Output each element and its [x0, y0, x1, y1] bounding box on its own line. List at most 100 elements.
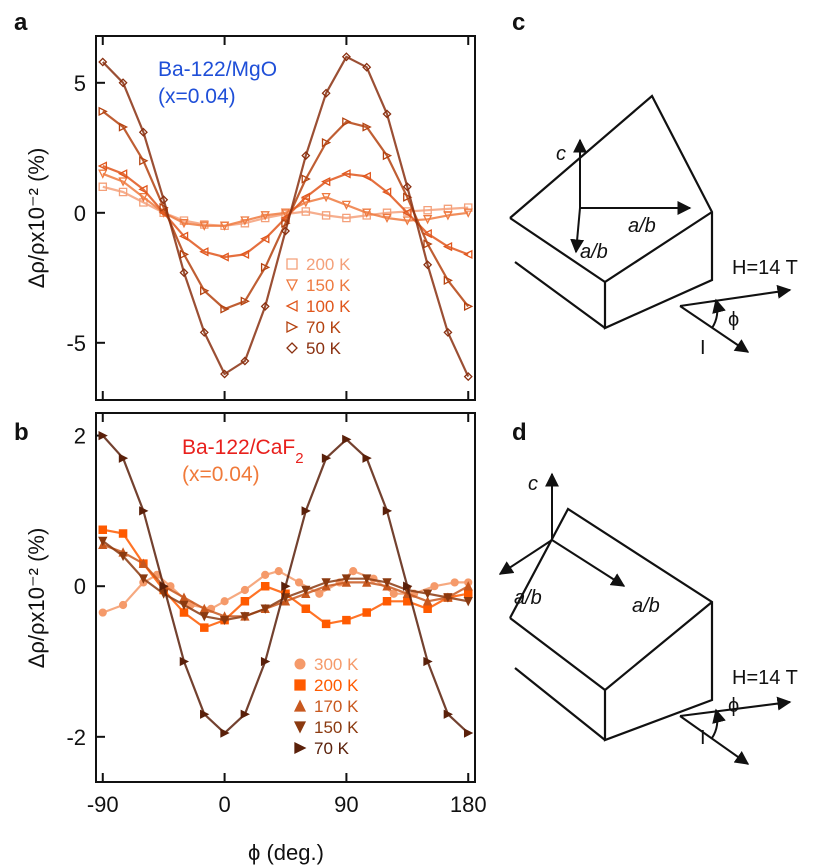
data-point [118, 529, 128, 538]
data-point [98, 525, 108, 534]
legend-marker [285, 279, 299, 292]
data-point [98, 106, 108, 117]
data-point [118, 600, 128, 610]
data-point [443, 211, 453, 221]
series-line [102, 110, 470, 311]
legend-label: 300 K [314, 655, 359, 674]
legend-marker [286, 258, 298, 270]
legend-label: 150 K [306, 276, 351, 295]
data-point [179, 608, 189, 617]
data-point [260, 604, 270, 614]
data-point [118, 78, 128, 88]
legend-label: 70 K [314, 739, 350, 758]
data-point [118, 177, 128, 187]
data-point [381, 187, 392, 197]
data-point [463, 581, 473, 591]
data-point [159, 195, 169, 205]
legend-marker [294, 741, 307, 755]
data-point [260, 656, 271, 667]
y-tick-label: -5 [66, 331, 86, 356]
data-point [362, 62, 372, 72]
legend-label: 170 K [314, 697, 359, 716]
data-point [321, 211, 331, 220]
data-point [362, 211, 371, 220]
y-axis-label-a: Δρ/ρx10⁻² (%) [24, 148, 49, 289]
data-point [301, 506, 311, 516]
data-point [382, 150, 393, 161]
data-point [321, 88, 331, 98]
data-point [220, 728, 230, 738]
data-point [260, 234, 270, 244]
series-line [102, 164, 469, 259]
data-point [240, 356, 250, 366]
data-point [219, 221, 230, 231]
data-point [118, 453, 129, 463]
legend-marker [293, 721, 307, 734]
data-point [97, 161, 108, 171]
plot-frame-a [95, 35, 476, 401]
data-point [280, 226, 291, 236]
data-point [280, 208, 291, 218]
field-arrow-c [679, 284, 792, 307]
data-point [118, 187, 128, 197]
data-point [321, 176, 331, 187]
field-arrow-d [679, 696, 792, 717]
angle-arc-d [711, 708, 726, 739]
data-point [402, 216, 412, 226]
chart-panel-b: 2 0 -2 -90 0 90 180 Ba-122/CaF2 (x=0.04) 300 … [24, 412, 487, 865]
data-point [382, 506, 393, 516]
data-point [294, 578, 304, 587]
data-point [260, 301, 270, 311]
data-point [362, 574, 372, 584]
ab-axis-arrow-2-c [570, 207, 585, 254]
data-point [443, 709, 453, 719]
data-point [118, 122, 129, 132]
field-label-c: H=14 T [732, 257, 798, 279]
chart-subtitle-b: (x=0.04) [182, 463, 260, 486]
legend-marker [286, 320, 299, 334]
data-point [443, 327, 453, 337]
data-point [138, 192, 149, 203]
current-label-d: I [700, 727, 706, 749]
data-point [159, 202, 169, 213]
sample-block-edges-d [509, 617, 606, 741]
data-point [321, 578, 331, 588]
data-point [219, 252, 229, 262]
data-point [159, 581, 169, 591]
data-point [321, 192, 331, 203]
data-point [341, 169, 351, 179]
y-tick-label: 5 [74, 71, 86, 96]
y-tick-label: 2 [74, 424, 86, 449]
data-point [361, 171, 371, 182]
ab-label-1-c: a/b [628, 215, 656, 237]
data-point [463, 249, 473, 260]
data-point [382, 109, 392, 119]
data-point [98, 169, 108, 179]
data-point [349, 567, 358, 576]
chart-panel-a: 5 0 -5 Ba-122/MgO (x=0.04) 200 K 150 K 100 K… [24, 35, 476, 401]
data-point [403, 192, 413, 202]
data-point [301, 151, 311, 161]
data-point [403, 581, 413, 591]
data-point [301, 207, 311, 216]
legend-a: 200 K 150 K 100 K 70 K 50 K [285, 255, 351, 358]
legend-label: 150 K [314, 718, 359, 737]
data-point [321, 137, 332, 148]
data-point [442, 241, 453, 252]
data-point [118, 169, 128, 179]
chart-title-b: Ba-122/CaF2 [182, 436, 304, 467]
data-point [450, 578, 459, 587]
data-point [98, 57, 108, 67]
data-point [220, 597, 229, 606]
data-point [139, 506, 149, 516]
current-arrow-d [679, 715, 750, 765]
legend-marker [286, 342, 298, 354]
data-point [321, 453, 332, 463]
ab-label-1-d: a/b [632, 595, 660, 617]
data-point [423, 205, 432, 215]
x-axis-label-b: ϕ (deg.) [248, 840, 324, 865]
data-point [382, 597, 392, 606]
legend-marker [294, 658, 306, 670]
angle-arc-c [711, 298, 726, 329]
data-point [315, 589, 324, 598]
